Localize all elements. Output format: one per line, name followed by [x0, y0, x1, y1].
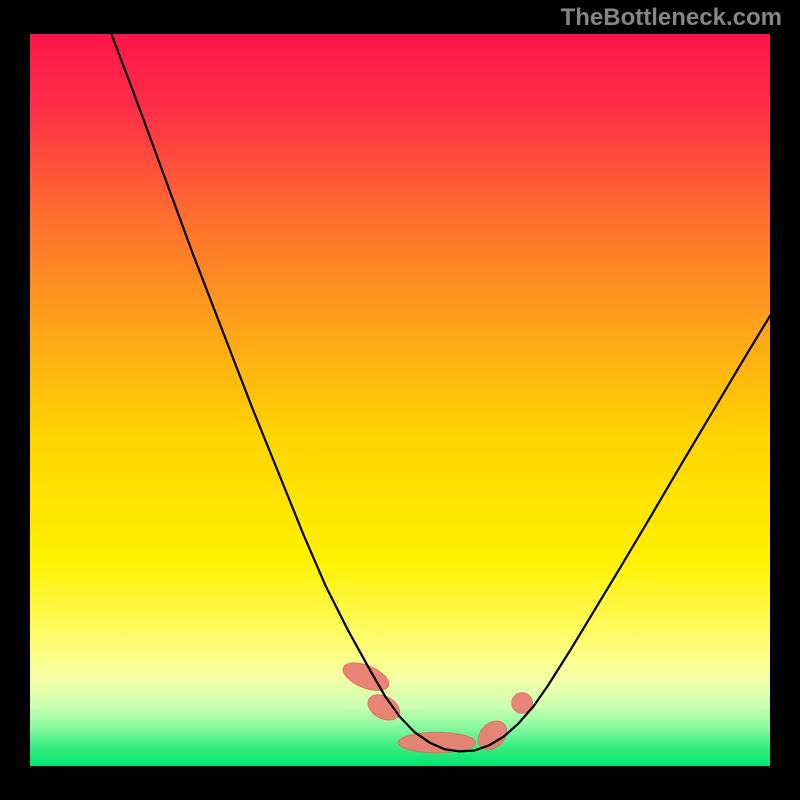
bottleneck-curve-chart: [30, 34, 770, 766]
bottom-marker: [399, 732, 476, 753]
gradient-background: [30, 34, 770, 766]
chart-frame: TheBottleneck.com: [0, 0, 800, 800]
plot-area: [30, 34, 770, 766]
watermark-text: TheBottleneck.com: [561, 4, 782, 32]
